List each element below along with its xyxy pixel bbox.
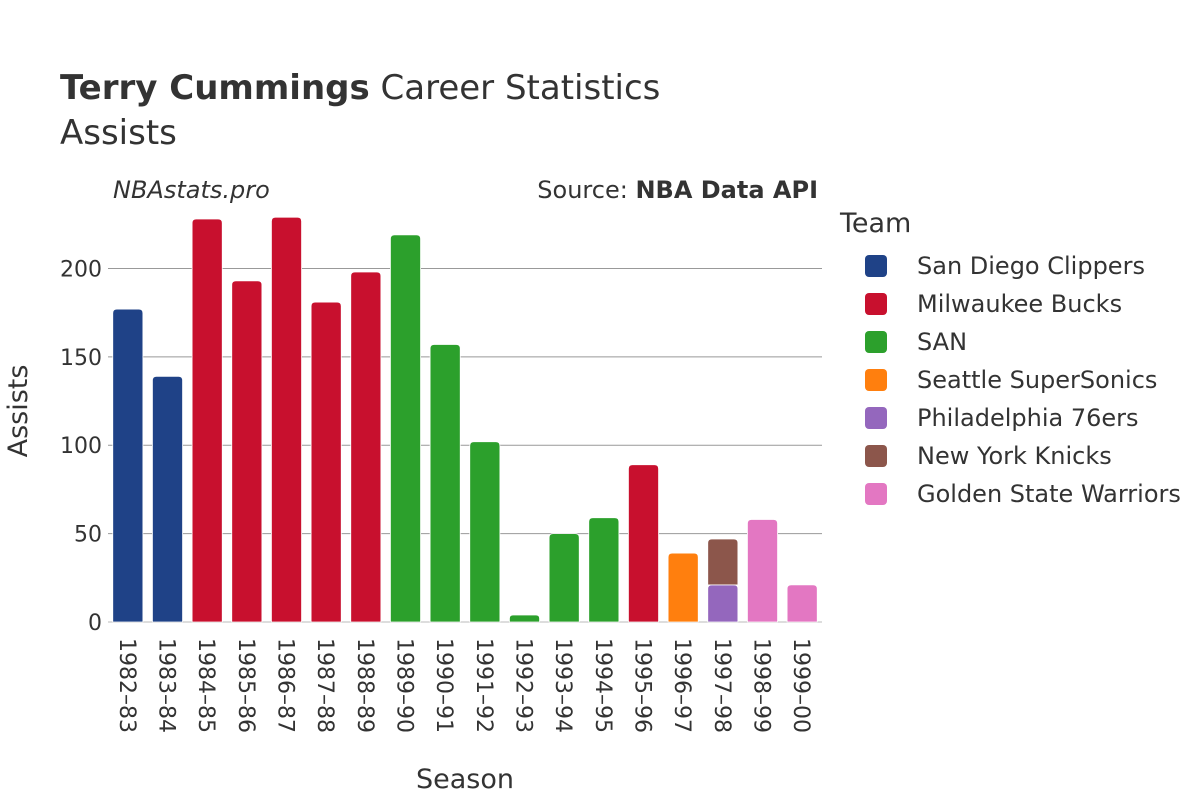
bars bbox=[112, 216, 818, 623]
legend-item[interactable]: San Diego Clippers bbox=[840, 247, 1181, 285]
legend-item[interactable]: Golden State Warriors bbox=[840, 475, 1181, 513]
y-tick-label: 0 bbox=[88, 611, 102, 636]
x-tick-label: 1998–99 bbox=[749, 638, 774, 733]
x-tick-label: 1992–93 bbox=[511, 638, 536, 733]
legend-swatch bbox=[865, 331, 887, 353]
x-tick-label: 1991–92 bbox=[471, 638, 496, 733]
y-tick-labels: 0 50 100 150 200 bbox=[60, 257, 102, 636]
x-tick-label: 1987–88 bbox=[312, 638, 337, 733]
bar-segment bbox=[786, 584, 818, 623]
x-tick-label: 1982–83 bbox=[114, 638, 139, 733]
bar-segment bbox=[707, 584, 739, 623]
x-tick-label: 1983–84 bbox=[154, 638, 179, 733]
legend-label: Golden State Warriors bbox=[917, 480, 1181, 508]
bar-segment bbox=[707, 538, 739, 586]
bar-segment bbox=[588, 517, 620, 623]
bar-segment bbox=[191, 218, 223, 623]
x-tick-label: 1985–86 bbox=[233, 638, 258, 733]
x-tick-label: 1994–95 bbox=[590, 638, 615, 733]
source-prefix: Source: bbox=[537, 176, 636, 204]
x-tick-label: 1990–91 bbox=[431, 638, 456, 733]
x-tick-label: 1986–87 bbox=[273, 638, 298, 733]
legend-title: Team bbox=[840, 208, 912, 239]
chart-subtitle: Assists bbox=[60, 113, 177, 153]
x-tick-label: 1996–97 bbox=[669, 638, 694, 733]
x-tick-label: 1997–98 bbox=[709, 638, 734, 733]
watermark: NBAstats.pro bbox=[113, 176, 270, 204]
x-tick-label: 1984–85 bbox=[193, 638, 218, 733]
y-tick-label: 100 bbox=[60, 434, 102, 459]
legend-label: Seattle SuperSonics bbox=[917, 366, 1158, 394]
bar-segment bbox=[310, 301, 342, 623]
x-tick-label: 1993–94 bbox=[550, 638, 575, 733]
chart-title-player: Terry Cummings bbox=[60, 68, 370, 108]
bar-segment bbox=[548, 533, 580, 623]
bar-segment bbox=[429, 344, 461, 623]
legend-label: SAN bbox=[917, 328, 968, 356]
x-tick-label: 1989–90 bbox=[392, 638, 417, 733]
legend: Team San Diego Clippers Milwaukee Bucks SA… bbox=[840, 208, 1181, 513]
legend-swatch bbox=[865, 445, 887, 467]
y-axis-label: Assists bbox=[3, 365, 34, 458]
chart-title: Terry Cummings Career Statistics bbox=[60, 66, 660, 110]
x-tick-label: 1999–00 bbox=[788, 638, 813, 733]
bar-segment bbox=[112, 308, 144, 623]
legend-item[interactable]: New York Knicks bbox=[840, 437, 1181, 475]
legend-item[interactable]: Milwaukee Bucks bbox=[840, 285, 1181, 323]
source-credit: Source: NBA Data API bbox=[537, 176, 818, 204]
legend-label: Philadelphia 76ers bbox=[917, 404, 1139, 432]
bar-segment bbox=[390, 234, 421, 623]
legend-item[interactable]: Seattle SuperSonics bbox=[840, 361, 1181, 399]
x-tick-label: 1995–96 bbox=[630, 638, 655, 733]
bar-segment bbox=[152, 375, 183, 623]
y-tick-label: 50 bbox=[74, 523, 102, 548]
bar-segment bbox=[271, 216, 302, 623]
bar-segment bbox=[667, 552, 699, 623]
legend-items: San Diego Clippers Milwaukee Bucks SAN Seat… bbox=[840, 247, 1181, 513]
legend-label: New York Knicks bbox=[917, 442, 1112, 470]
x-tick-labels: 1982–83 1983–84 1984–85 1985–86 1986–87 1987–… bbox=[114, 638, 813, 733]
legend-label: Milwaukee Bucks bbox=[917, 290, 1123, 318]
bar-segment bbox=[628, 464, 659, 623]
legend-label: San Diego Clippers bbox=[917, 252, 1145, 280]
bar-segment bbox=[509, 614, 540, 623]
bar-segment bbox=[469, 441, 501, 623]
legend-swatch bbox=[865, 293, 887, 315]
x-axis-label: Season bbox=[416, 764, 514, 795]
source-name: NBA Data API bbox=[635, 176, 818, 204]
bar-segment bbox=[350, 271, 382, 623]
legend-swatch bbox=[865, 255, 887, 277]
legend-item[interactable]: Philadelphia 76ers bbox=[840, 399, 1181, 437]
bar-segment bbox=[747, 519, 778, 623]
grid-lines bbox=[108, 267, 822, 623]
chart-title-rest: Career Statistics bbox=[369, 68, 661, 108]
bar-segment bbox=[231, 280, 263, 623]
y-tick-label: 200 bbox=[60, 257, 102, 282]
x-tick-label: 1988–89 bbox=[352, 638, 377, 733]
legend-swatch bbox=[865, 483, 887, 505]
y-tick-label: 150 bbox=[60, 346, 102, 371]
legend-item[interactable]: SAN bbox=[840, 323, 1181, 361]
legend-swatch bbox=[865, 407, 887, 429]
legend-swatch bbox=[865, 369, 887, 391]
